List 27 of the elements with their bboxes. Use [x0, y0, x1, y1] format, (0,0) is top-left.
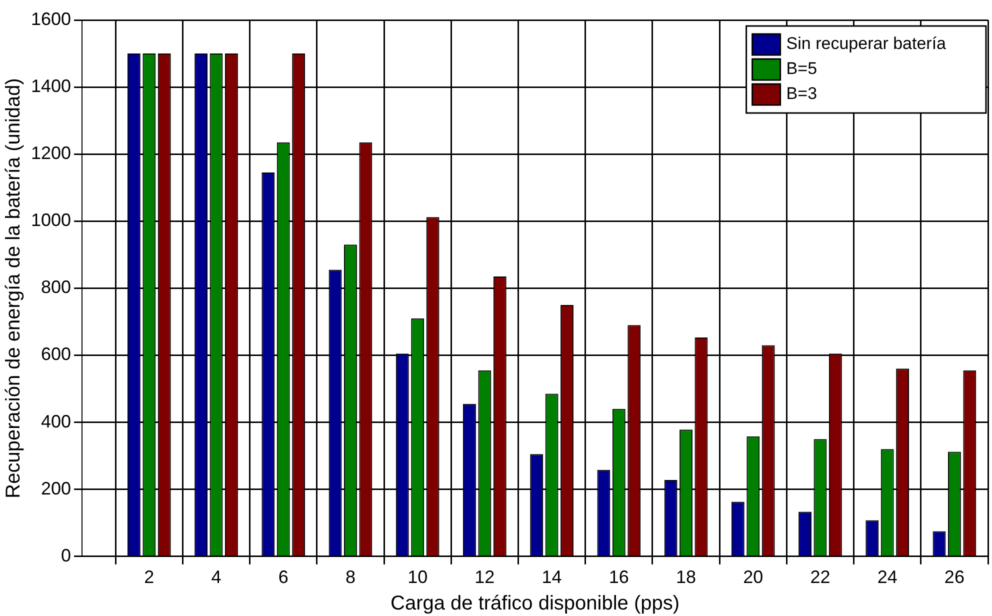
- x-axis-title: Carga de tráfico disponible (pps): [390, 592, 680, 615]
- y-tick-label: 800: [40, 277, 72, 298]
- x-tick-label: 18: [676, 567, 696, 588]
- x-tick-label: 12: [474, 567, 495, 588]
- y-tick-label: 600: [40, 344, 72, 364]
- x-tick-label: 8: [345, 567, 356, 588]
- x-tick-label: 20: [743, 567, 764, 588]
- legend-label: Sin recuperar batería: [786, 34, 947, 54]
- legend-label: B=5: [786, 59, 818, 78]
- y-tick-label: 400: [40, 411, 72, 432]
- x-tick-label: 24: [877, 567, 898, 588]
- y-tick-label: 1600: [30, 8, 72, 29]
- x-tick-label: 4: [211, 567, 222, 588]
- x-tick-label: 26: [944, 567, 964, 588]
- x-tick-label: 6: [278, 567, 288, 588]
- y-tick-label: 200: [40, 478, 72, 498]
- x-tick-label: 14: [542, 567, 562, 588]
- x-tick-label: 10: [408, 567, 428, 588]
- x-tick-label: 2: [144, 567, 154, 588]
- x-tick-label: 16: [608, 567, 629, 588]
- y-tick-label: 1000: [30, 210, 72, 230]
- legend-label: B=3: [786, 84, 818, 104]
- x-tick-label: 22: [810, 567, 830, 588]
- y-tick-label: 0: [61, 545, 72, 566]
- y-tick-label: 1200: [30, 143, 72, 164]
- y-tick-label: 1400: [30, 76, 72, 96]
- y-axis-title: Recuperación de energía de la batería (unidad): [2, 78, 25, 498]
